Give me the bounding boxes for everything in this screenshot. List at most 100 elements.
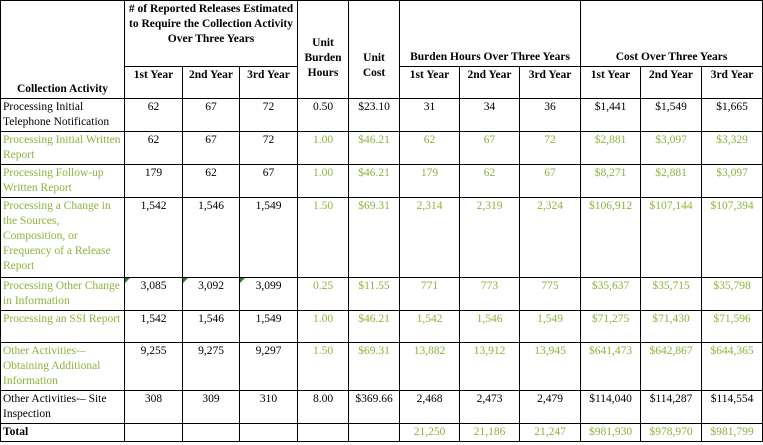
cost-cell: $1,549: [640, 98, 703, 132]
burden-cell: 13,945: [519, 342, 582, 391]
cost-cell: $3,329: [701, 131, 763, 165]
cost-cell: $3,097: [640, 131, 703, 165]
burden-cell: 13,912: [459, 342, 521, 391]
unit-hours-cell: 1.00: [297, 310, 350, 343]
total-burden-cell: 21,250: [399, 423, 461, 442]
releases-cell: 3,099: [238, 277, 299, 311]
releases-cell: 3,092: [182, 277, 240, 311]
total-burden-cell: 21,186: [459, 423, 521, 442]
total-row: Total 21,250 21,186 21,247 $981,930 $978,970 $…: [0, 423, 763, 442]
releases-cell: 179: [124, 164, 183, 198]
burden-cell: 34: [459, 98, 521, 132]
releases-cell: 72: [238, 98, 299, 132]
header-cost: Cost Over Three Years: [580, 0, 763, 67]
burden-cell: 72: [519, 131, 582, 165]
activity-cell: Processing Initial Written Report: [0, 131, 125, 165]
burden-cell: 1,549: [519, 310, 582, 343]
releases-cell: 67: [182, 98, 240, 132]
burden-cell: 62: [459, 164, 521, 198]
releases-cell: 9,297: [238, 342, 299, 391]
burden-cell: 2,479: [519, 390, 582, 424]
cost-cell: $2,881: [640, 164, 703, 198]
empty-cell: [348, 423, 401, 442]
header-releases-y2: 2nd Year: [182, 66, 240, 99]
unit-cost-cell: $69.31: [348, 342, 401, 391]
cost-cell: $2,881: [580, 131, 642, 165]
unit-cost-cell: $369.66: [348, 390, 401, 424]
unit-cost-cell: $46.21: [348, 131, 401, 165]
header-collection-activity: Collection Activity: [0, 0, 125, 99]
total-cost-cell: $981,799: [701, 423, 763, 442]
activity-cell: Processing an SSI Report: [0, 310, 125, 343]
releases-cell: 1,546: [182, 310, 240, 343]
unit-cost-cell: $11.55: [348, 277, 401, 311]
cost-cell: $71,596: [701, 310, 763, 343]
table-row: Other Activities-– Obtaining Additional …: [0, 342, 763, 391]
releases-cell: 67: [238, 164, 299, 198]
unit-cost-cell: $46.21: [348, 310, 401, 343]
header-burden-y2: 2nd Year: [459, 66, 521, 99]
unit-hours-cell: 1.50: [297, 342, 350, 391]
cost-cell: $114,287: [640, 390, 703, 424]
burden-cell: 2,319: [459, 197, 521, 278]
activity-cell: Processing Other Change in Information: [0, 277, 125, 311]
header-burden-y1: 1st Year: [399, 66, 461, 99]
unit-cost-cell: $46.21: [348, 164, 401, 198]
cost-cell: $8,271: [580, 164, 642, 198]
header-cost-y3: 3rd Year: [701, 66, 763, 99]
header-unit-cost: Unit Cost: [348, 0, 401, 99]
burden-cell: 1,542: [399, 310, 461, 343]
cost-cell: $35,798: [701, 277, 763, 311]
header-burden-y3: 3rd Year: [519, 66, 582, 99]
releases-cell: 67: [182, 131, 240, 165]
cost-cell: $114,040: [580, 390, 642, 424]
cost-cell: $1,665: [701, 98, 763, 132]
activity-cell: Processing a Change in the Sources, Comp…: [0, 197, 125, 278]
header-burden-hours: Burden Hours Over Three Years: [399, 0, 582, 67]
cost-cell: $114,554: [701, 390, 763, 424]
unit-cost-cell: $23.10: [348, 98, 401, 132]
activity-cell: Other Activities-– Obtaining Additional …: [0, 342, 125, 391]
header-cost-y1: 1st Year: [580, 66, 642, 99]
releases-cell: 3,085: [124, 277, 183, 311]
releases-cell: 1,546: [182, 197, 240, 278]
header-cost-y2: 2nd Year: [640, 66, 703, 99]
burden-cell: 2,314: [399, 197, 461, 278]
cost-cell: $1,441: [580, 98, 642, 132]
burden-cell: 31: [399, 98, 461, 132]
burden-cell: 179: [399, 164, 461, 198]
releases-cell: 9,275: [182, 342, 240, 391]
unit-burden-label: Unit Burden Hours: [304, 37, 342, 79]
header-releases-y3: 3rd Year: [238, 66, 299, 99]
unit-hours-cell: 0.50: [297, 98, 350, 132]
burden-cell: 775: [519, 277, 582, 311]
unit-hours-cell: 1.00: [297, 131, 350, 165]
table-row: Processing Initial Written Report 62 67 72 1…: [0, 131, 763, 165]
releases-cell: 62: [124, 98, 183, 132]
cost-cell: $642,867: [640, 342, 703, 391]
activity-cell: Processing Initial Telephone Notificatio…: [0, 98, 125, 132]
releases-cell: 310: [238, 390, 299, 424]
total-cost-cell: $981,930: [580, 423, 642, 442]
unit-hours-cell: 0.25: [297, 277, 350, 311]
cost-cell: $35,715: [640, 277, 703, 311]
table-row: Other Activities-– Site Inspection 308 309…: [0, 390, 763, 424]
burden-cell: 2,468: [399, 390, 461, 424]
unit-hours-cell: 1.50: [297, 197, 350, 278]
unit-cost-cell: $69.31: [348, 197, 401, 278]
table-row: Processing an SSI Report 1,542 1,546 1,549 1…: [0, 310, 763, 343]
unit-hours-cell: 1.00: [297, 164, 350, 198]
cost-cell: $3,097: [701, 164, 763, 198]
burden-cell: 36: [519, 98, 582, 132]
total-cost-cell: $978,970: [640, 423, 703, 442]
table-row: Processing Other Change in Information 3,…: [0, 277, 763, 311]
header-unit-burden: Unit Burden Hours: [297, 0, 350, 99]
activity-cell: Processing Follow-up Written Report: [0, 164, 125, 198]
table-row: Processing Follow-up Written Report 179 62…: [0, 164, 763, 198]
burden-cell: 773: [459, 277, 521, 311]
unit-cost-label: Unit Cost: [362, 52, 386, 79]
table-row: Processing Initial Telephone Notificatio…: [0, 98, 763, 132]
burden-cell: 67: [519, 164, 582, 198]
total-burden-cell: 21,247: [519, 423, 582, 442]
